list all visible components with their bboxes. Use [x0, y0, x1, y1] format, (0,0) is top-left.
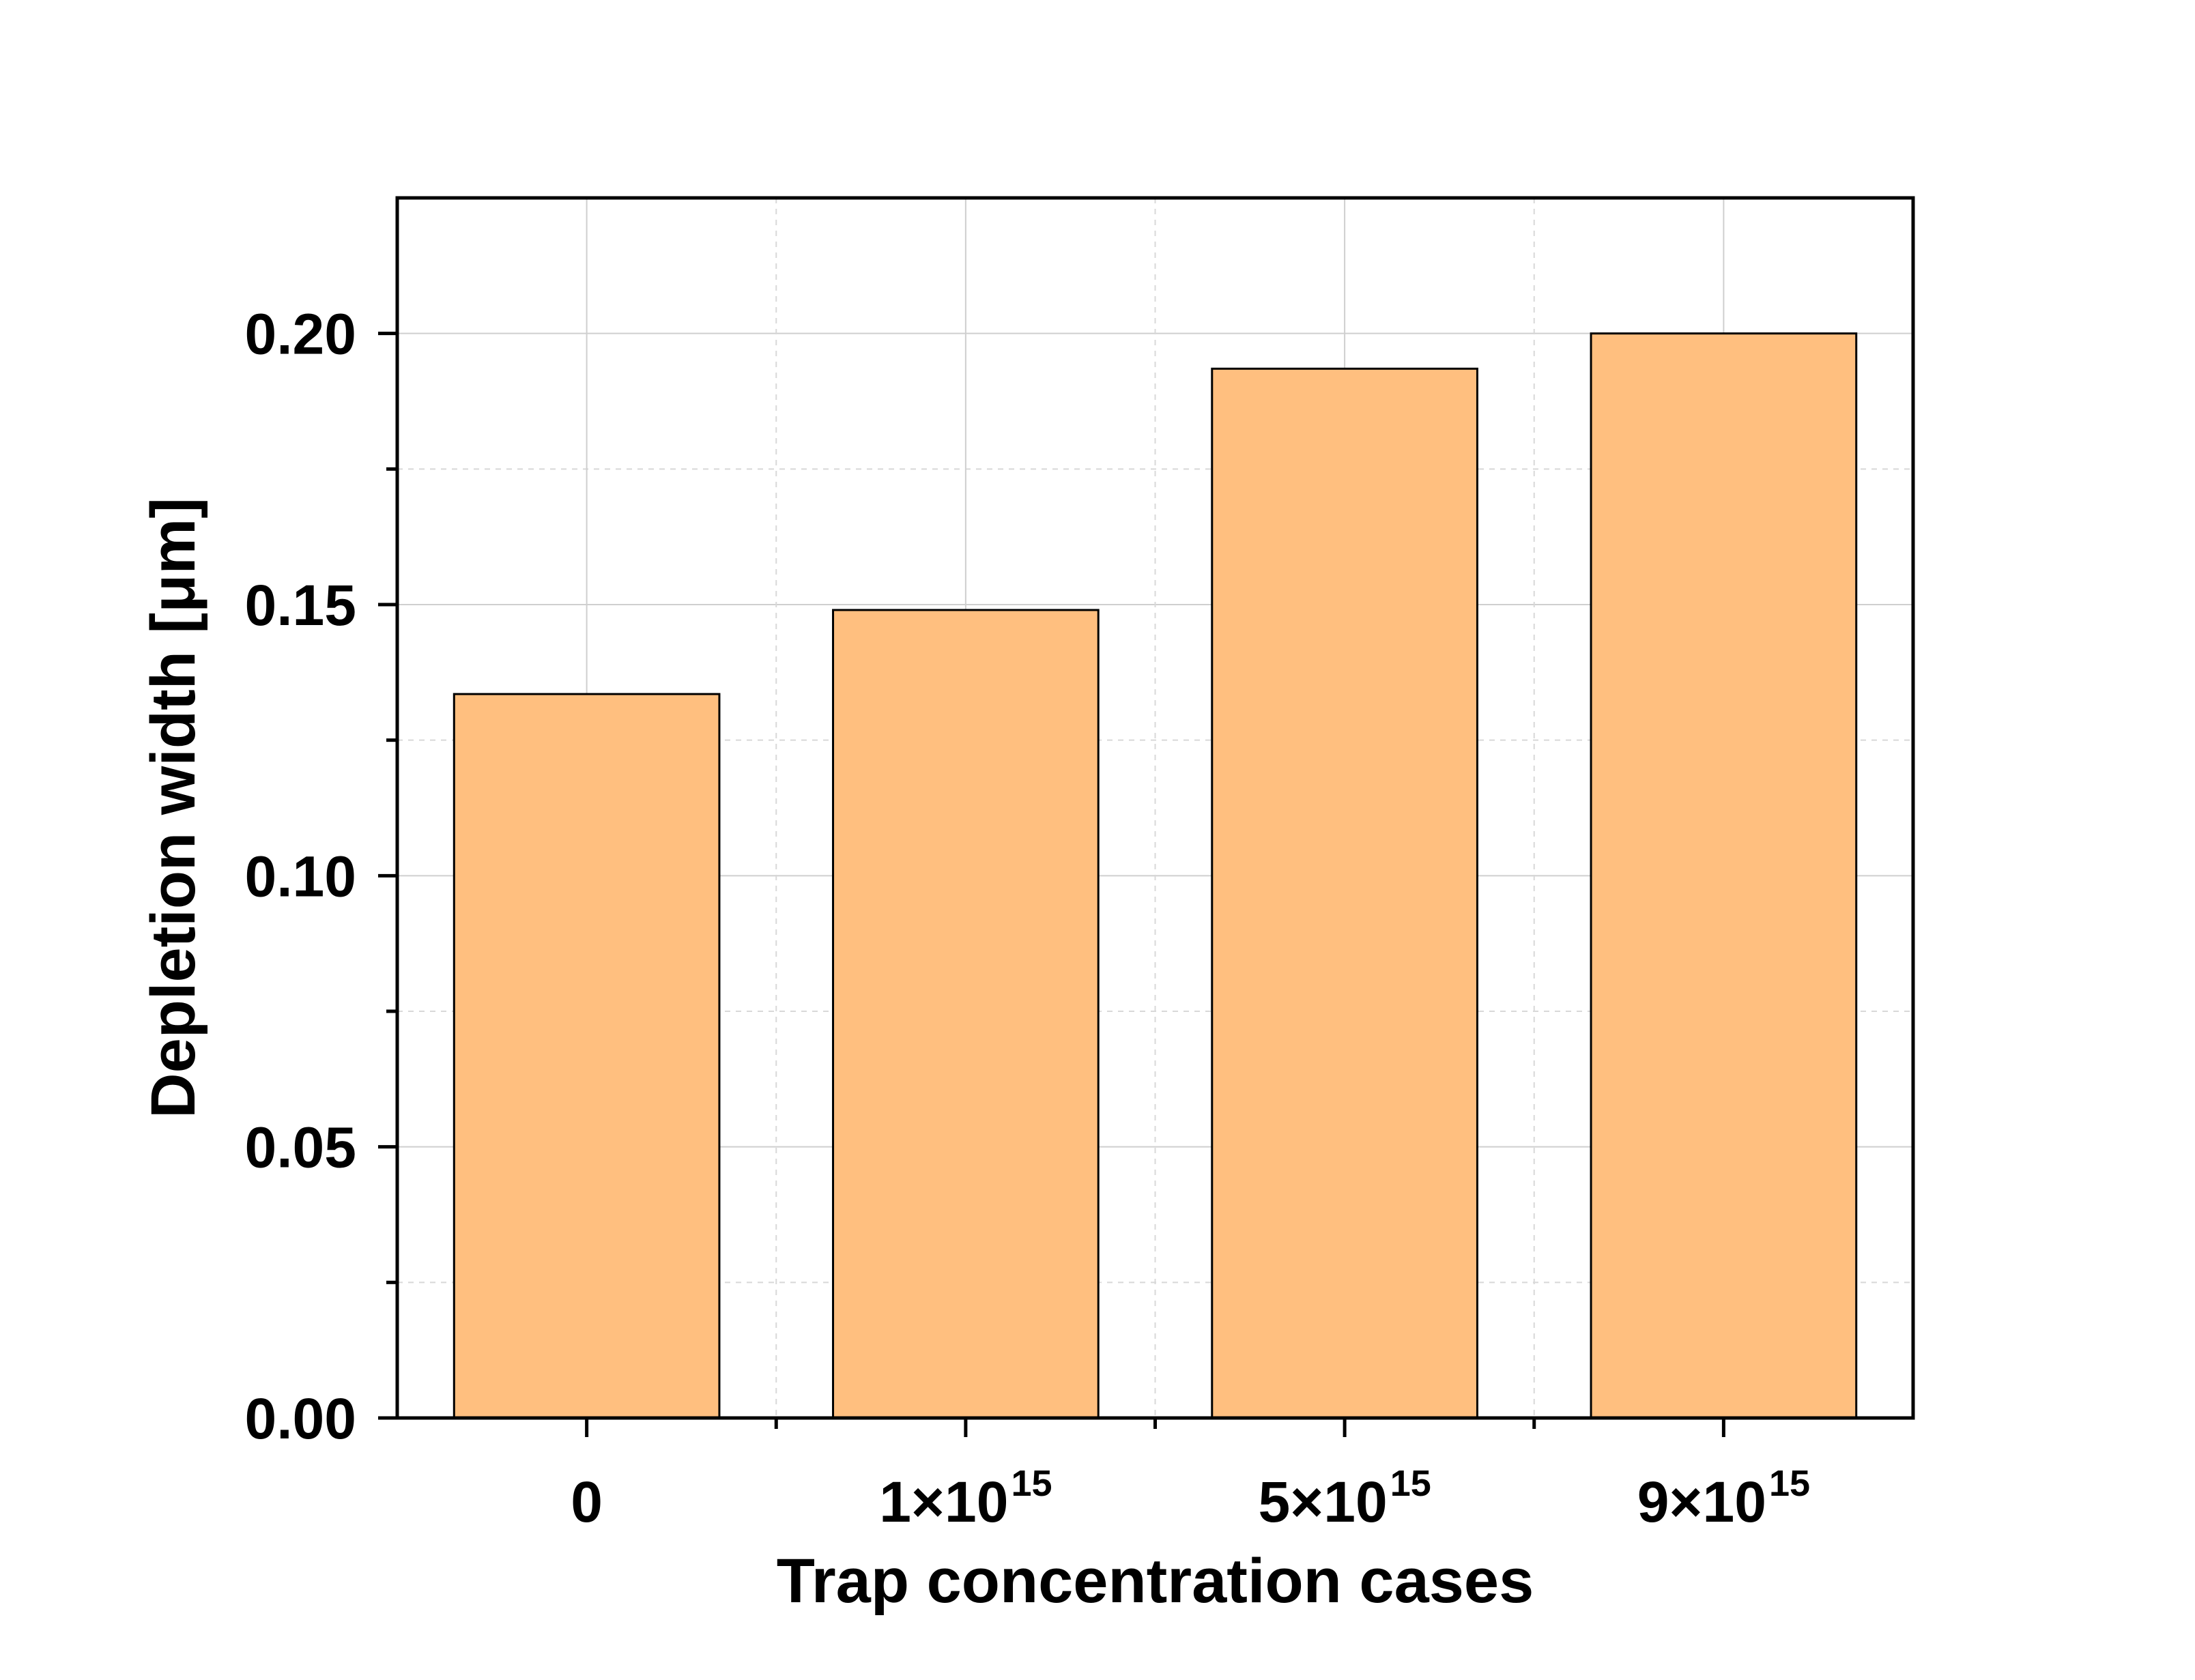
bar-1	[832, 609, 1100, 1419]
y-tick-label: 0.20	[245, 302, 357, 366]
x-axis-label: Trap concentration cases	[777, 1546, 1534, 1616]
y-axis-ticks: 0.00 0.05 0.10 0.15 0.20	[245, 302, 397, 1451]
x-axis-ticks: 0 1×1015 5×1015 9×1015	[571, 1418, 1810, 1534]
y-tick-label: 0.10	[245, 844, 357, 908]
y-tick-label: 0.00	[245, 1387, 357, 1451]
bar-2	[1211, 367, 1478, 1419]
y-axis-label: Depletion width [μm]	[139, 497, 208, 1118]
x-tick-label: 9×1015	[1637, 1463, 1810, 1534]
bars	[453, 332, 1858, 1419]
bar-3	[1590, 332, 1858, 1419]
y-tick-label: 0.05	[245, 1116, 357, 1180]
x-tick-label: 1×1015	[879, 1463, 1052, 1534]
x-tick-label: 0	[571, 1470, 603, 1534]
bar-0	[453, 693, 721, 1419]
x-tick-label: 5×1015	[1258, 1463, 1431, 1534]
y-tick-label: 0.15	[245, 573, 357, 637]
